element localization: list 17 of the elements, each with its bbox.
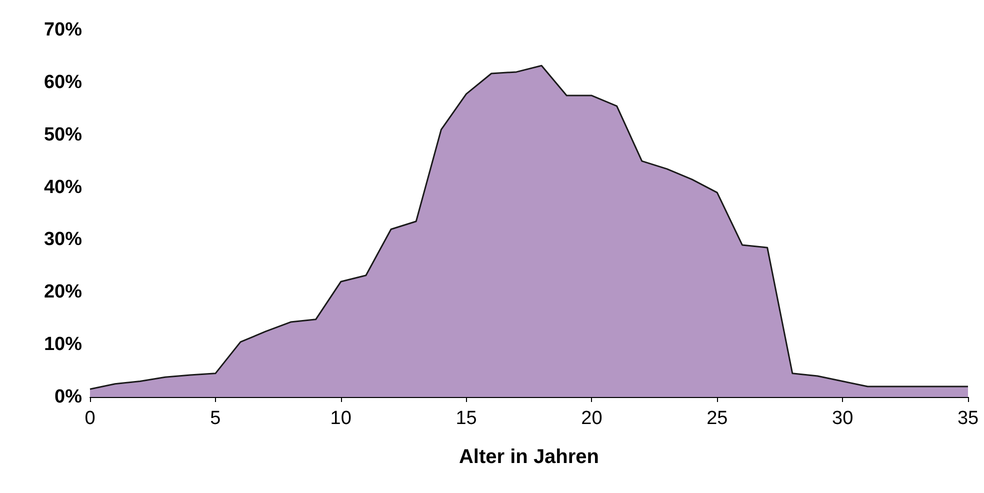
x-tick-label: 5	[210, 408, 221, 429]
x-tick-label: 30	[832, 408, 854, 429]
y-tick-label: 20%	[44, 282, 82, 303]
y-tick-label: 10%	[44, 334, 82, 356]
x-tick-label: 0	[84, 408, 96, 429]
x-tick-label: 15	[456, 408, 477, 429]
y-tick-label: 0%	[54, 386, 82, 408]
x-tick-label: 25	[706, 408, 728, 429]
x-tick-label: 35	[957, 408, 979, 429]
x-tick-label: 20	[581, 408, 602, 429]
y-tick-label: 50%	[44, 124, 82, 146]
y-tick-label: 30%	[44, 229, 82, 250]
y-tick-label: 70%	[44, 20, 82, 40]
y-tick-label: 40%	[44, 176, 82, 198]
x-axis-title: Alter in Jahren	[458, 446, 600, 468]
y-tick-label: 60%	[44, 72, 82, 93]
x-tick-label: 10	[330, 408, 352, 429]
